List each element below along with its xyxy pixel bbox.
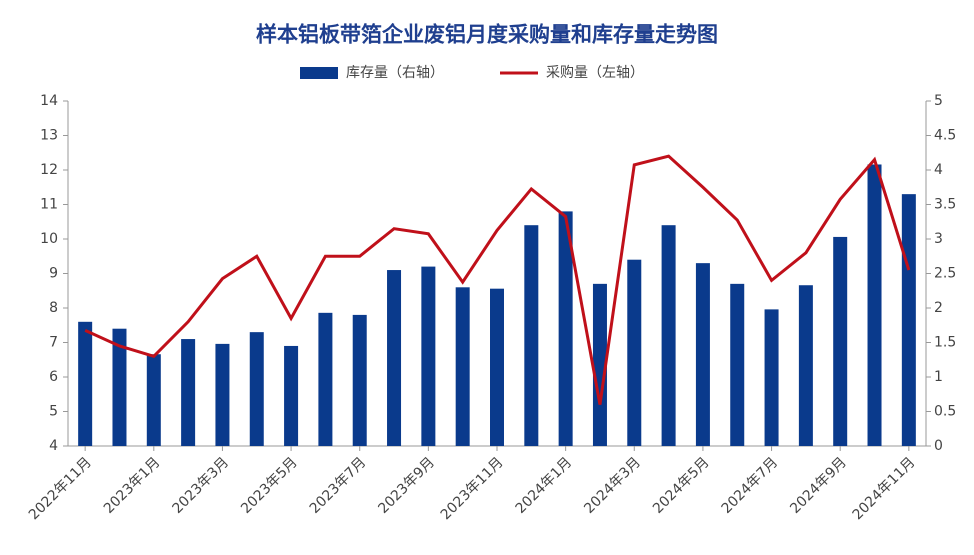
y-tick-label: 13 <box>40 128 58 144</box>
x-tick-label: 2023年7月 <box>307 454 370 517</box>
y2-tick-label: 0 <box>934 438 943 454</box>
x-tick-label: 2023年3月 <box>169 454 232 517</box>
bar <box>421 266 436 446</box>
bar <box>524 225 539 446</box>
y-tick-label: 9 <box>49 266 58 282</box>
y2-tick-label: 3.5 <box>934 197 956 213</box>
line <box>84 154 911 405</box>
y-tick-label: 12 <box>40 162 58 178</box>
bar <box>284 345 299 446</box>
bar <box>490 288 504 446</box>
bar <box>867 164 882 447</box>
bar <box>352 314 367 446</box>
x-tick-label: 2024年1月 <box>513 454 576 517</box>
y2-tick-label: 0.5 <box>934 404 956 420</box>
x-tick-label: 2024年11月 <box>850 454 919 523</box>
y2-tick-label: 2 <box>934 300 943 316</box>
bar <box>627 259 642 446</box>
bar <box>901 194 916 446</box>
bar <box>318 312 333 446</box>
bar <box>112 328 127 446</box>
legend-label: 库存量（右轴） <box>346 65 444 81</box>
x-tick-label: 2022年11月 <box>26 454 95 523</box>
y-tick-label: 14 <box>40 93 58 109</box>
bar <box>215 343 230 446</box>
bar <box>764 309 779 446</box>
bar <box>798 285 813 446</box>
legend-swatch <box>300 67 338 79</box>
y2-tick-label: 2.5 <box>934 266 956 282</box>
y-tick-label: 11 <box>40 197 58 213</box>
bar <box>146 354 161 446</box>
chart-title: 样本铝板带箔企业废铝月度采购量和库存量走势图 <box>256 22 718 47</box>
x-tick-label: 2024年5月 <box>650 454 713 517</box>
bar <box>455 287 470 446</box>
bar <box>661 225 676 446</box>
x-tick-label: 2024年3月 <box>581 454 644 517</box>
bar <box>181 339 196 446</box>
x-tick-label: 2024年9月 <box>787 454 850 517</box>
x-tick-label: 2023年11月 <box>438 454 507 523</box>
x-tick-label: 2024年7月 <box>719 454 782 517</box>
bar <box>249 332 264 446</box>
x-tick-label: 2023年5月 <box>238 454 301 517</box>
y2-tick-label: 5 <box>934 93 943 109</box>
y2-tick-label: 1 <box>934 369 943 385</box>
y2-tick-label: 4.5 <box>934 128 956 144</box>
bar <box>592 283 607 446</box>
y-tick-label: 10 <box>40 231 58 247</box>
x-tick-label: 2023年1月 <box>101 454 164 517</box>
y-tick-label: 4 <box>49 438 58 454</box>
y2-tick-label: 1.5 <box>934 335 956 351</box>
bar <box>558 211 573 446</box>
bar <box>387 270 402 446</box>
y2-tick-label: 3 <box>934 231 943 247</box>
x-tick-label: 2023年9月 <box>375 454 438 517</box>
bar <box>730 283 745 446</box>
bar <box>833 236 848 446</box>
y-tick-label: 7 <box>49 335 58 351</box>
bar <box>695 263 710 446</box>
bar <box>78 321 93 446</box>
y-tick-label: 5 <box>49 404 58 420</box>
y-tick-label: 8 <box>49 300 58 316</box>
y-tick-label: 6 <box>49 369 58 385</box>
y2-tick-label: 4 <box>934 162 943 178</box>
legend-label: 采购量（左轴） <box>546 65 644 81</box>
